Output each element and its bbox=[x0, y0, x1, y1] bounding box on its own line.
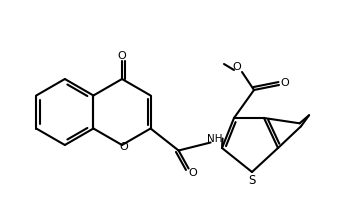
Text: S: S bbox=[248, 174, 256, 187]
Text: O: O bbox=[233, 62, 241, 72]
Text: O: O bbox=[188, 169, 197, 179]
Text: O: O bbox=[120, 142, 129, 152]
Text: O: O bbox=[118, 51, 126, 61]
Text: NH: NH bbox=[207, 134, 222, 144]
Text: O: O bbox=[281, 78, 289, 88]
